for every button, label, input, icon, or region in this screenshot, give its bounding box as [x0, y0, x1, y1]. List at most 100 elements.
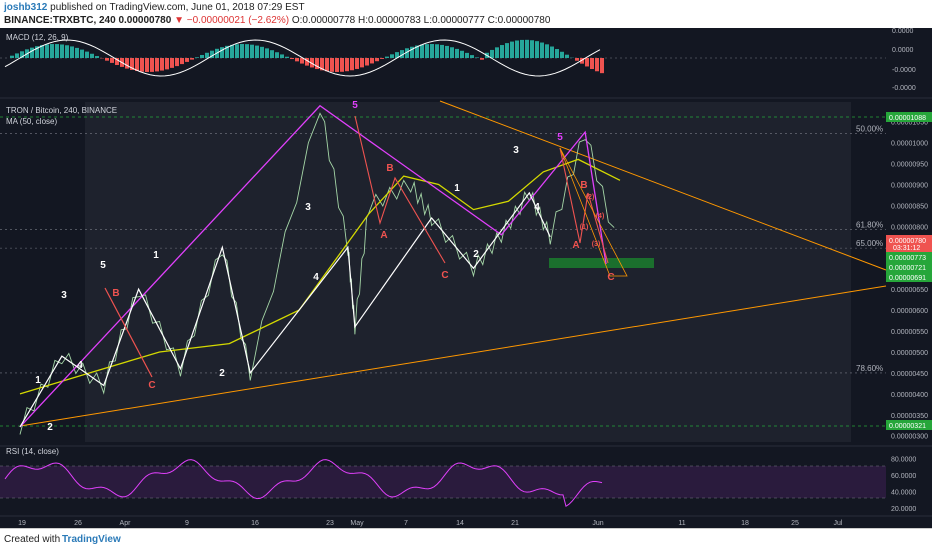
macd-histogram-bar	[200, 55, 204, 58]
price-axis-tick: 0.00000550	[891, 329, 928, 336]
macd-histogram-bar	[185, 58, 189, 62]
time-axis-tick: 21	[511, 520, 519, 527]
price-axis-tick: 0.00000450	[891, 371, 928, 378]
time-axis-tick: 16	[251, 520, 259, 527]
macd-axis-tick: 0.0000	[892, 47, 914, 54]
macd-histogram-bar	[150, 58, 154, 72]
created-with: Created with	[4, 534, 60, 545]
wave-label: C	[441, 270, 448, 281]
fib-level-label: 78.60%	[856, 364, 883, 373]
macd-histogram-bar	[390, 54, 394, 58]
macd-histogram-bar	[230, 45, 234, 58]
wave-label: A	[572, 240, 579, 251]
wave-label: 1	[153, 250, 159, 261]
chart-svg[interactable]: MACD (12, 26, 9) 50.00%61.80%65.00%78.60…	[0, 28, 932, 528]
price-tag-text: 0.00000721	[889, 265, 926, 272]
wave-label: 2	[47, 422, 53, 433]
macd-title: MACD (12, 26, 9)	[6, 33, 69, 42]
rsi-axis-tick: 60.0000	[891, 473, 916, 480]
price-axis-tick: 0.00000350	[891, 413, 928, 420]
macd-histogram-bar	[380, 58, 384, 59]
price-tag-text: 0.00000321	[889, 423, 926, 430]
symbol-line: BINANCE:TRXBTC, 240 0.00000780 ▼ −0.0000…	[4, 15, 550, 26]
macd-histogram-bar	[155, 58, 159, 71]
macd-histogram-bar	[280, 54, 284, 58]
countdown-text: 03:31:12	[893, 245, 920, 252]
macd-histogram-bar	[55, 44, 59, 58]
time-axis-tick: 9	[185, 520, 189, 527]
macd-histogram-bar	[495, 47, 499, 58]
macd-histogram-bar	[295, 58, 299, 61]
price-axis-tick: 0.00000500	[891, 350, 928, 357]
macd-histogram-bar	[220, 47, 224, 58]
macd-histogram-bar	[525, 40, 529, 58]
macd-histogram-bar	[275, 52, 279, 58]
macd-histogram-bar	[10, 56, 14, 58]
macd-histogram-bar	[560, 52, 564, 58]
macd-histogram-bar	[235, 44, 239, 58]
price-axis-tick: 0.00000800	[891, 224, 928, 231]
price-axis-tick: 0.00000900	[891, 182, 928, 189]
publish-line: joshb312 published on TradingView.com, J…	[4, 2, 305, 13]
macd-histogram-bar	[270, 50, 274, 58]
macd-histogram-bar	[160, 58, 164, 71]
macd-histogram-bar	[170, 58, 174, 68]
macd-histogram-bar	[255, 46, 259, 58]
macd-histogram-bar	[520, 40, 524, 58]
price-tags: 0.000010880.000007800.000007730.00000721…	[886, 112, 932, 430]
time-axis-tick: Apr	[120, 520, 132, 527]
rsi-panel: RSI (14, close)	[0, 446, 932, 506]
macd-histogram-bar	[575, 58, 579, 61]
macd-histogram-bar	[110, 58, 114, 63]
macd-histogram-bar	[450, 47, 454, 58]
price-axis-tick: 0.00000600	[891, 308, 928, 315]
price-tag-text: 0.00001088	[889, 115, 926, 122]
macd-histogram-bar	[445, 46, 449, 58]
chart-header: joshb312 published on TradingView.com, J…	[0, 0, 932, 28]
wave-label: (1)	[580, 224, 589, 231]
wave-label: B	[112, 288, 119, 299]
macd-histogram-bar	[470, 55, 474, 58]
macd-panel: MACD (12, 26, 9)	[0, 28, 932, 98]
macd-histogram-bar	[30, 48, 34, 58]
published-text: published on TradingView.com, June 01, 2…	[50, 2, 304, 13]
ohlc-values: O:0.00000778 H:0.00000783 L:0.00000777 C…	[292, 15, 551, 26]
price-axis-tick: 0.00000300	[891, 434, 928, 441]
fib-level-label: 61.80%	[856, 220, 883, 229]
macd-axis-tick: 0.0000	[892, 28, 914, 35]
macd-histogram-bar	[50, 44, 54, 58]
macd-histogram-bar	[190, 58, 194, 60]
macd-histogram-bar	[145, 58, 149, 72]
target-zone	[549, 258, 654, 268]
fib-level-label: 65.00%	[856, 239, 883, 248]
price-axis-tick: 0.00000850	[891, 203, 928, 210]
macd-histogram-bar	[240, 44, 244, 58]
macd-histogram-bar	[465, 53, 469, 58]
macd-histogram-bar	[340, 58, 344, 72]
last-price: 0.00000780	[118, 15, 171, 26]
macd-histogram-bar	[435, 44, 439, 58]
macd-histogram-bar	[165, 58, 169, 69]
macd-histogram-bar	[500, 45, 504, 58]
chart-area[interactable]: MACD (12, 26, 9) 50.00%61.80%65.00%78.60…	[0, 28, 932, 528]
author-link[interactable]: joshb312	[4, 2, 47, 13]
macd-histogram-bar	[90, 54, 94, 58]
macd-histogram-bar	[125, 58, 129, 69]
wave-label: A	[380, 230, 387, 241]
time-axis-tick: 19	[18, 520, 26, 527]
macd-histogram-bar	[195, 57, 199, 58]
macd-histogram-bar	[365, 58, 369, 66]
tradingview-logo[interactable]: TradingView	[62, 534, 121, 545]
macd-histogram-bar	[385, 57, 389, 58]
time-axis-tick: Jul	[834, 520, 843, 527]
macd-histogram-bar	[540, 43, 544, 58]
wave-label: (3)	[592, 241, 601, 248]
macd-axis-tick: -0.0000	[892, 67, 916, 74]
macd-histogram-bar	[360, 58, 364, 67]
price-axis-tick: 0.00000650	[891, 287, 928, 294]
rsi-axis-tick: 40.0000	[891, 489, 916, 496]
rsi-axis-tick: 80.0000	[891, 456, 916, 463]
macd-histogram-bar	[345, 58, 349, 71]
wave-label: B	[580, 180, 587, 191]
